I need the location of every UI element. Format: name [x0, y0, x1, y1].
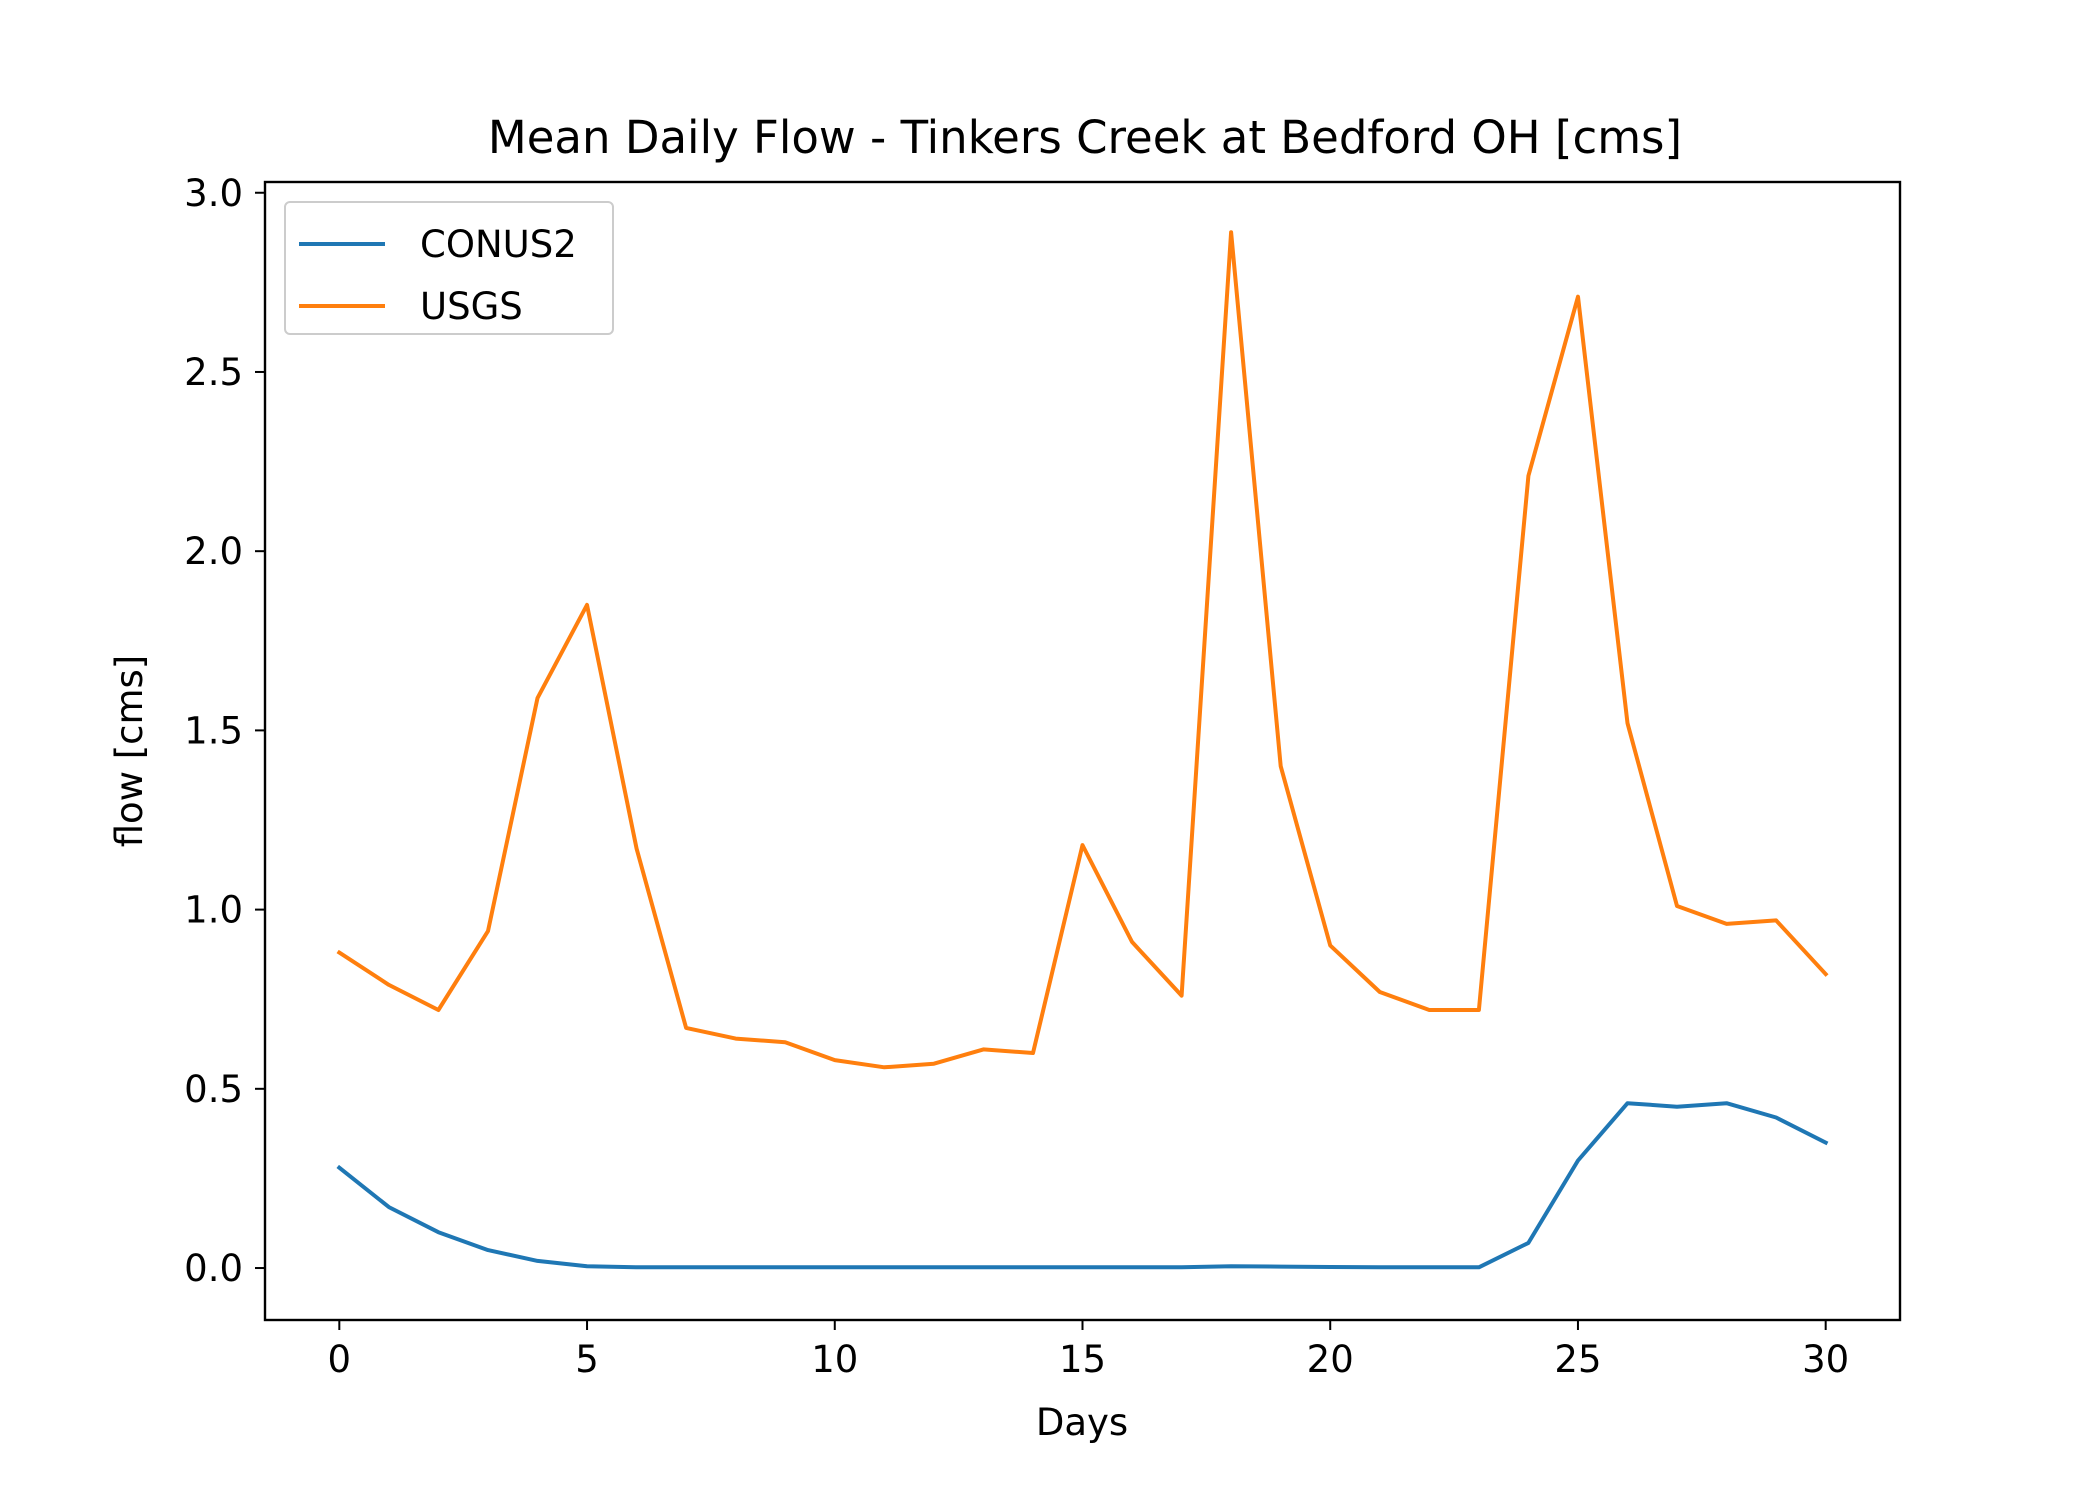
x-axis-label: Days: [1036, 1401, 1128, 1444]
series-layer: [336, 230, 1829, 1270]
y-tick-label: 0.5: [184, 1068, 243, 1111]
y-axis-label: flow [cms]: [108, 655, 151, 848]
chart-title: Mean Daily Flow - Tinkers Creek at Bedfo…: [488, 111, 1682, 164]
x-axis-ticks: 0 5 10 15 20 25 30: [328, 1320, 1849, 1381]
legend-label-usgs: USGS: [420, 285, 523, 328]
y-axis-ticks: 0.0 0.5 1.0 1.5 2.0 2.5 3.0: [184, 172, 265, 1290]
y-tick-label: 0.0: [184, 1247, 243, 1290]
y-tick-label: 1.5: [184, 709, 243, 752]
y-tick-label: 1.0: [184, 889, 243, 932]
x-tick-label: 25: [1554, 1338, 1601, 1381]
y-tick-label: 2.5: [184, 351, 243, 394]
x-tick-label: 30: [1802, 1338, 1849, 1381]
x-tick-label: 10: [811, 1338, 858, 1381]
x-tick-label: 0: [328, 1338, 352, 1381]
y-tick-label: 2.0: [184, 530, 243, 573]
legend-box: [284, 201, 614, 335]
y-tick-label: 3.0: [184, 172, 243, 215]
legend: CONUS2 USGS: [284, 201, 614, 335]
x-tick-label: 15: [1059, 1338, 1106, 1381]
series-line-conus2: [336, 1101, 1829, 1270]
x-tick-label: 20: [1307, 1338, 1354, 1381]
legend-label-conus2: CONUS2: [420, 223, 577, 266]
series-line-usgs: [336, 230, 1829, 1070]
x-tick-label: 5: [575, 1338, 599, 1381]
